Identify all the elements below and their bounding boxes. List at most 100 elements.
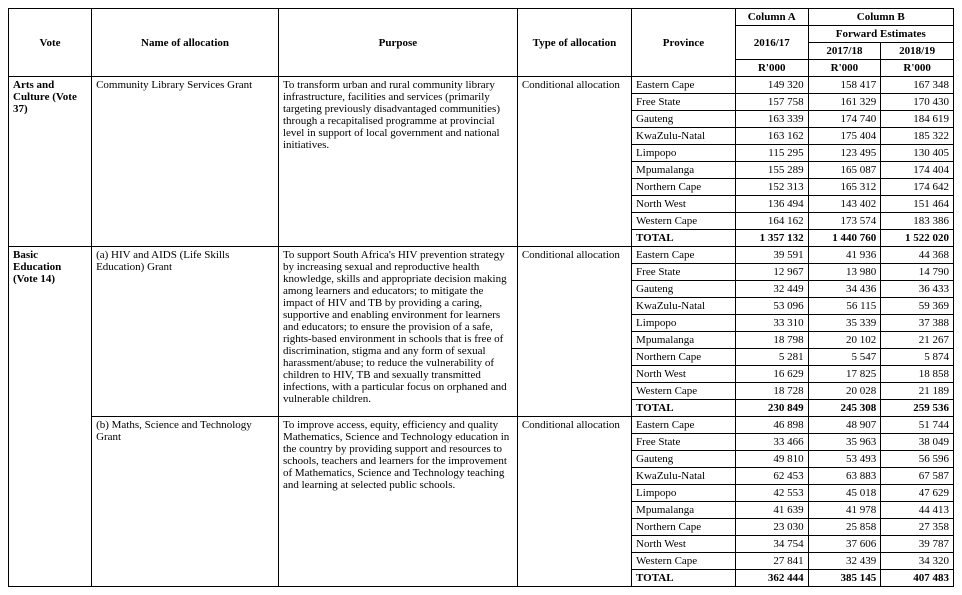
allocation-name-cell: (a) HIV and AIDS (Life Skills Education)…	[92, 247, 279, 417]
header-unit-a: R'000	[735, 60, 808, 77]
province-cell: Eastern Cape	[632, 77, 736, 94]
value-cell: 45 018	[808, 485, 881, 502]
total-label-cell: TOTAL	[632, 570, 736, 587]
type-cell: Conditional allocation	[517, 247, 631, 417]
province-cell: Western Cape	[632, 383, 736, 400]
province-cell: Eastern Cape	[632, 247, 736, 264]
value-cell: 47 629	[881, 485, 954, 502]
value-cell: 130 405	[881, 145, 954, 162]
province-cell: KwaZulu-Natal	[632, 128, 736, 145]
province-cell: KwaZulu-Natal	[632, 298, 736, 315]
type-cell: Conditional allocation	[517, 417, 631, 587]
value-cell: 174 404	[881, 162, 954, 179]
value-cell: 136 494	[735, 196, 808, 213]
value-cell: 5 281	[735, 349, 808, 366]
purpose-cell: To support South Africa's HIV prevention…	[278, 247, 517, 417]
value-cell: 115 295	[735, 145, 808, 162]
allocation-table: Vote Name of allocation Purpose Type of …	[8, 8, 954, 587]
value-cell: 151 464	[881, 196, 954, 213]
value-cell: 63 883	[808, 468, 881, 485]
value-cell: 32 449	[735, 281, 808, 298]
province-cell: Free State	[632, 434, 736, 451]
province-cell: Western Cape	[632, 213, 736, 230]
header-name: Name of allocation	[92, 9, 279, 77]
table-header: Vote Name of allocation Purpose Type of …	[9, 9, 954, 77]
value-cell: 27 358	[881, 519, 954, 536]
value-cell: 20 028	[808, 383, 881, 400]
value-cell: 39 591	[735, 247, 808, 264]
value-cell: 185 322	[881, 128, 954, 145]
value-cell: 13 980	[808, 264, 881, 281]
value-cell: 62 453	[735, 468, 808, 485]
value-cell: 161 329	[808, 94, 881, 111]
type-cell: Conditional allocation	[517, 77, 631, 247]
table-row: (b) Maths, Science and Technology GrantT…	[9, 417, 954, 434]
province-cell: Western Cape	[632, 553, 736, 570]
allocation-name-cell: Community Library Services Grant	[92, 77, 279, 247]
value-cell: 163 339	[735, 111, 808, 128]
total-label-cell: TOTAL	[632, 230, 736, 247]
value-cell: 17 825	[808, 366, 881, 383]
header-column-b: Column B	[808, 9, 953, 26]
vote-cell: Basic Education (Vote 14)	[9, 247, 92, 587]
value-cell: 34 436	[808, 281, 881, 298]
total-value-cell: 259 536	[881, 400, 954, 417]
value-cell: 37 606	[808, 536, 881, 553]
value-cell: 67 587	[881, 468, 954, 485]
value-cell: 21 267	[881, 332, 954, 349]
value-cell: 23 030	[735, 519, 808, 536]
total-value-cell: 1 440 760	[808, 230, 881, 247]
value-cell: 184 619	[881, 111, 954, 128]
province-cell: Mpumalanga	[632, 162, 736, 179]
value-cell: 158 417	[808, 77, 881, 94]
table-row: Basic Education (Vote 14)(a) HIV and AID…	[9, 247, 954, 264]
province-cell: North West	[632, 366, 736, 383]
value-cell: 56 115	[808, 298, 881, 315]
value-cell: 38 049	[881, 434, 954, 451]
value-cell: 42 553	[735, 485, 808, 502]
total-value-cell: 1 357 132	[735, 230, 808, 247]
value-cell: 46 898	[735, 417, 808, 434]
province-cell: Free State	[632, 94, 736, 111]
value-cell: 152 313	[735, 179, 808, 196]
province-cell: Northern Cape	[632, 349, 736, 366]
value-cell: 143 402	[808, 196, 881, 213]
value-cell: 163 162	[735, 128, 808, 145]
header-unit-b2: R'000	[881, 60, 954, 77]
value-cell: 33 466	[735, 434, 808, 451]
header-year-b2: 2018/19	[881, 43, 954, 60]
total-value-cell: 245 308	[808, 400, 881, 417]
header-column-a: Column A	[735, 9, 808, 26]
total-value-cell: 385 145	[808, 570, 881, 587]
province-cell: Free State	[632, 264, 736, 281]
value-cell: 183 386	[881, 213, 954, 230]
province-cell: KwaZulu-Natal	[632, 468, 736, 485]
province-cell: Mpumalanga	[632, 332, 736, 349]
value-cell: 170 430	[881, 94, 954, 111]
table-body: Arts and Culture (Vote 37)Community Libr…	[9, 77, 954, 587]
header-year-a: 2016/17	[735, 26, 808, 60]
province-cell: North West	[632, 536, 736, 553]
province-cell: Northern Cape	[632, 179, 736, 196]
allocation-name-cell: (b) Maths, Science and Technology Grant	[92, 417, 279, 587]
table-row: Arts and Culture (Vote 37)Community Libr…	[9, 77, 954, 94]
value-cell: 174 740	[808, 111, 881, 128]
value-cell: 53 096	[735, 298, 808, 315]
value-cell: 167 348	[881, 77, 954, 94]
value-cell: 16 629	[735, 366, 808, 383]
value-cell: 39 787	[881, 536, 954, 553]
value-cell: 33 310	[735, 315, 808, 332]
value-cell: 36 433	[881, 281, 954, 298]
value-cell: 123 495	[808, 145, 881, 162]
value-cell: 59 369	[881, 298, 954, 315]
value-cell: 41 936	[808, 247, 881, 264]
value-cell: 157 758	[735, 94, 808, 111]
value-cell: 174 642	[881, 179, 954, 196]
total-label-cell: TOTAL	[632, 400, 736, 417]
value-cell: 32 439	[808, 553, 881, 570]
value-cell: 56 596	[881, 451, 954, 468]
value-cell: 34 320	[881, 553, 954, 570]
value-cell: 51 744	[881, 417, 954, 434]
province-cell: Gauteng	[632, 281, 736, 298]
value-cell: 20 102	[808, 332, 881, 349]
